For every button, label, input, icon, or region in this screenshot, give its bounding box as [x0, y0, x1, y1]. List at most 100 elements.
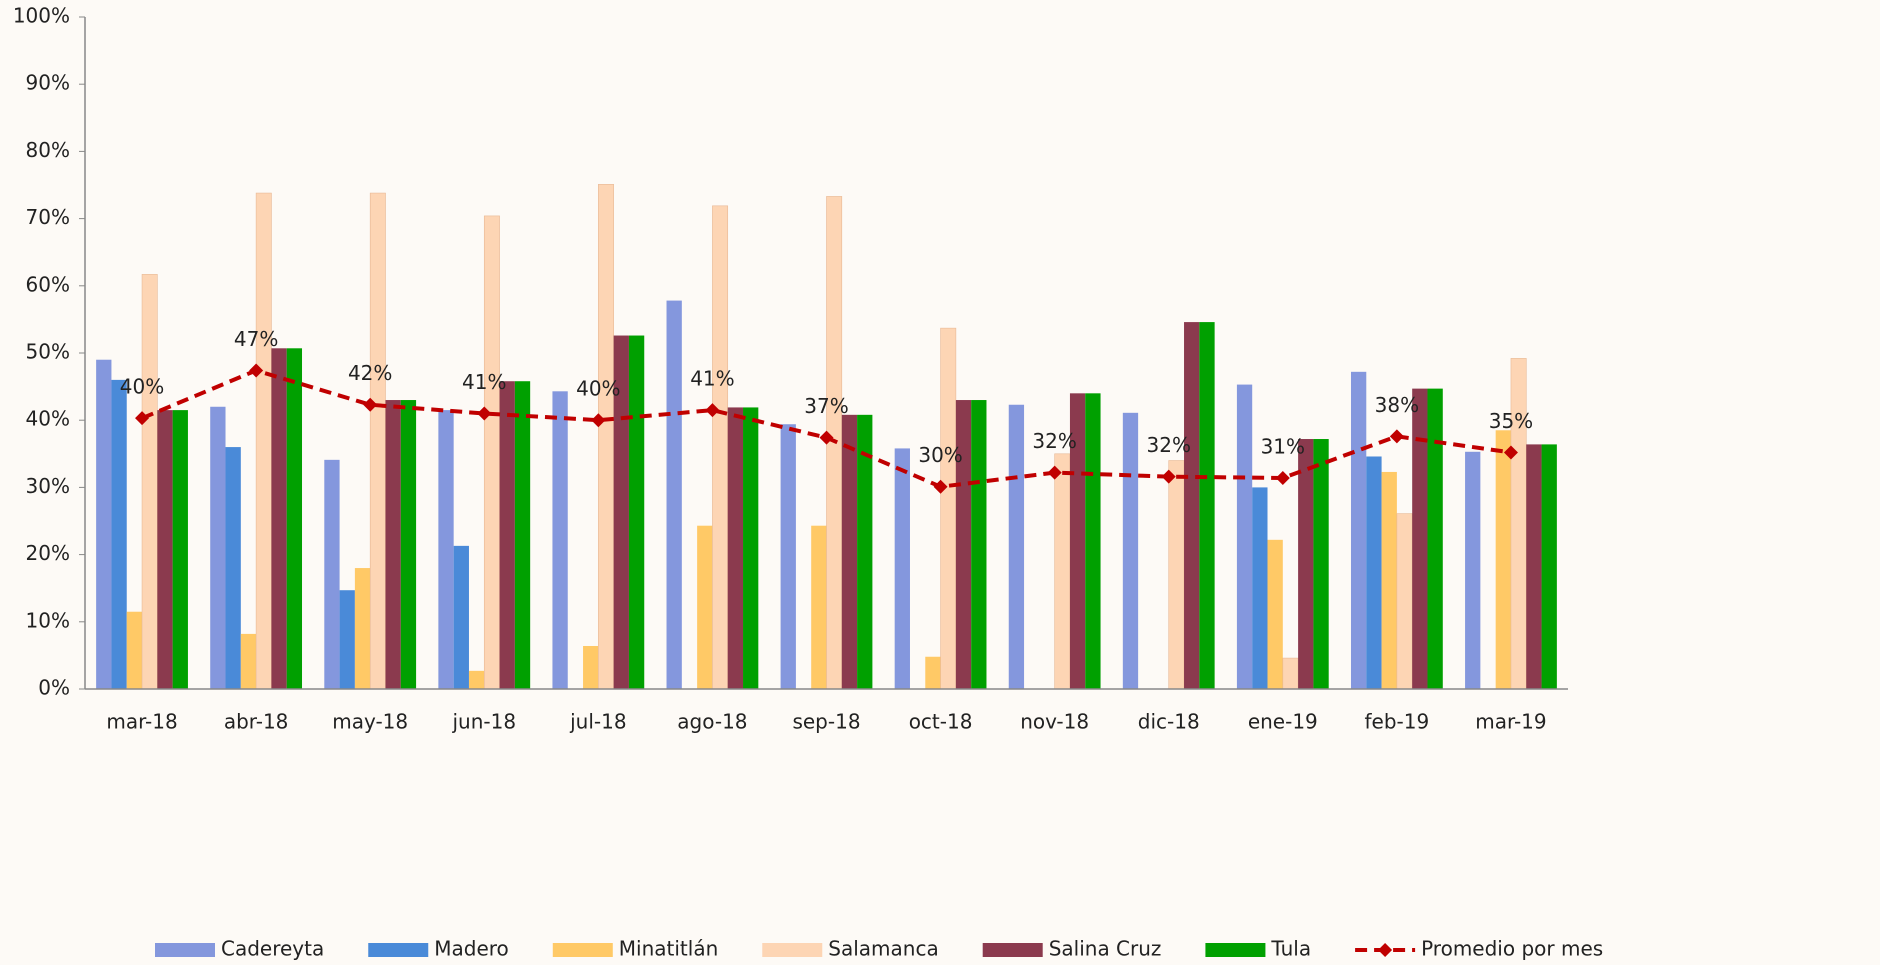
- legend-swatch: [762, 943, 823, 957]
- legend-label: Madero: [434, 937, 509, 961]
- bar: [271, 348, 287, 689]
- bar: [841, 414, 858, 689]
- bar: [552, 391, 568, 689]
- data-label: 40%: [576, 377, 620, 401]
- data-label: 32%: [1032, 429, 1076, 453]
- data-label: 30%: [918, 443, 962, 467]
- bar: [697, 525, 713, 689]
- marker: [933, 479, 948, 494]
- bar: [96, 359, 112, 689]
- x-tick-label: ene-19: [1248, 710, 1318, 734]
- bar: [1236, 384, 1253, 689]
- y-tick-label: 100%: [13, 4, 70, 28]
- marker: [249, 363, 264, 378]
- data-label: 42%: [348, 361, 392, 385]
- bar: [894, 448, 910, 689]
- bar: [666, 300, 682, 689]
- legend-swatch: [1205, 943, 1266, 957]
- x-tick-label: feb-19: [1365, 710, 1430, 734]
- bar: [354, 568, 371, 689]
- x-tick-label: mar-18: [106, 710, 177, 734]
- x-tick-label: abr-18: [224, 710, 289, 734]
- data-label: 35%: [1489, 409, 1533, 433]
- marker: [1275, 470, 1290, 485]
- bar: [499, 381, 515, 689]
- legend-swatch: [982, 943, 1043, 957]
- legend-label: Promedio por mes: [1421, 937, 1603, 961]
- data-label: 41%: [462, 370, 506, 394]
- bar: [141, 274, 158, 690]
- bar: [1396, 513, 1413, 690]
- y-tick-label: 70%: [26, 205, 70, 229]
- legend-swatch: [155, 943, 215, 957]
- bar: [613, 335, 629, 689]
- bar: [1199, 322, 1215, 689]
- y-tick-label: 90%: [26, 71, 70, 95]
- bar: [1008, 404, 1025, 689]
- bar: [1252, 487, 1268, 689]
- bar: [1184, 322, 1200, 689]
- bar: [111, 379, 127, 689]
- bar: [811, 525, 827, 689]
- bar: [1168, 460, 1185, 690]
- marker: [1047, 465, 1062, 480]
- x-tick-label: may-18: [332, 710, 408, 734]
- bar: [324, 459, 340, 689]
- legend-label: Tula: [1270, 937, 1311, 961]
- bar: [1465, 451, 1481, 689]
- legend-swatch: [552, 943, 613, 957]
- x-tick-label: jul-18: [569, 710, 626, 734]
- bar: [172, 410, 188, 689]
- y-tick-label: 0%: [38, 676, 70, 700]
- bar: [925, 656, 941, 689]
- bar: [255, 192, 272, 690]
- x-tick-label: mar-19: [1475, 710, 1546, 734]
- x-tick-label: ago-18: [677, 710, 747, 734]
- bar: [1381, 471, 1397, 689]
- bar: [1282, 657, 1299, 690]
- bar: [1122, 412, 1139, 689]
- bar: [126, 611, 143, 689]
- bar: [1054, 453, 1071, 690]
- bar: [1298, 439, 1314, 689]
- marker: [477, 406, 492, 421]
- bar: [438, 410, 454, 689]
- bar: [1313, 439, 1329, 689]
- bar: [1069, 393, 1086, 689]
- legend-label: Salamanca: [828, 937, 938, 961]
- bar: [240, 633, 257, 689]
- data-label: 32%: [1147, 433, 1191, 457]
- bar: [743, 407, 759, 689]
- data-label: 37%: [804, 394, 848, 418]
- data-label: 47%: [234, 327, 278, 351]
- bar: [1541, 444, 1557, 689]
- marker: [705, 403, 720, 418]
- bar: [468, 670, 485, 689]
- y-tick-label: 30%: [26, 474, 70, 498]
- marker: [591, 413, 606, 428]
- marker: [819, 430, 834, 445]
- y-tick-label: 20%: [26, 541, 70, 565]
- bar: [385, 400, 401, 689]
- marker: [363, 397, 378, 412]
- y-tick-label: 60%: [26, 272, 70, 296]
- marker: [1389, 429, 1404, 444]
- bar: [1427, 388, 1443, 689]
- data-label: 40%: [120, 375, 164, 399]
- legend-label: Cadereyta: [221, 937, 324, 961]
- bar: [210, 406, 226, 689]
- bar: [727, 407, 744, 689]
- bar: [225, 447, 241, 689]
- marker: [135, 411, 150, 426]
- bar: [712, 205, 729, 690]
- bar: [157, 410, 173, 689]
- bar: [339, 590, 355, 689]
- x-tick-label: sep-18: [792, 710, 860, 734]
- legend-label: Minatitlán: [619, 937, 718, 961]
- marker: [1161, 469, 1176, 484]
- bar: [857, 414, 873, 689]
- y-tick-label: 40%: [26, 407, 70, 431]
- bar: [1526, 444, 1542, 689]
- bar: [1495, 430, 1511, 689]
- x-tick-label: oct-18: [909, 710, 973, 734]
